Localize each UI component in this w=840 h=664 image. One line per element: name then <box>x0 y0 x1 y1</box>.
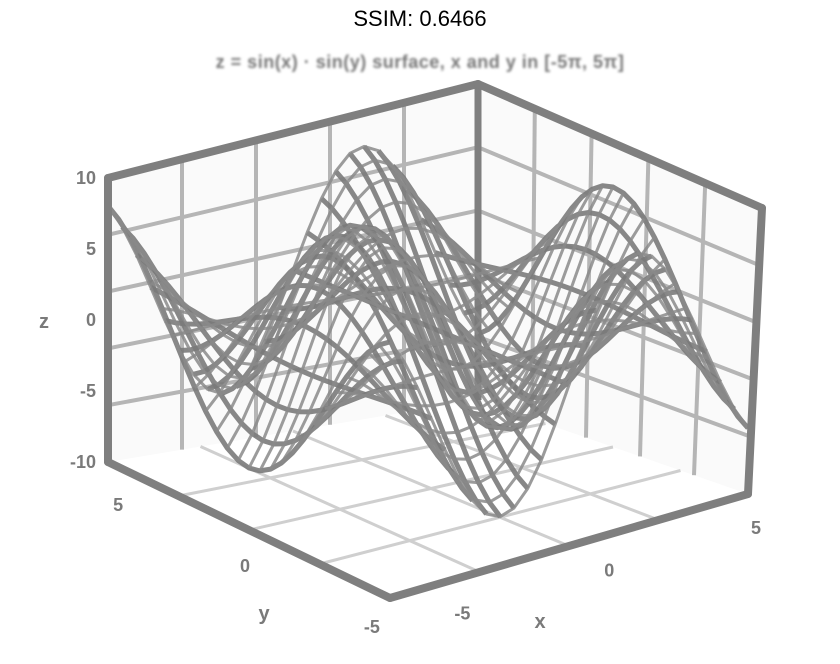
x-tick-label: -5 <box>454 603 470 623</box>
page-title: SSIM: 0.6466 <box>353 6 487 31</box>
surface-line <box>193 221 563 389</box>
x-tick-label: 5 <box>751 518 761 538</box>
axis-edge <box>104 458 394 602</box>
z-tick-label: 0 <box>86 310 96 330</box>
z-tick-label: -10 <box>70 452 96 472</box>
grid-line <box>692 183 708 476</box>
front-edges <box>104 80 766 602</box>
surface-line <box>215 196 584 433</box>
surface-line <box>236 185 604 462</box>
floor-grid-line <box>248 445 614 532</box>
axis-edge <box>744 204 766 498</box>
surface-line <box>367 268 729 485</box>
z-axis-label: z <box>39 311 49 333</box>
surface-line <box>378 257 739 504</box>
y-tick-label: -5 <box>364 617 380 637</box>
z-tick-label: 5 <box>86 239 96 259</box>
surface-mesh <box>106 144 750 519</box>
axis-edge <box>104 80 482 182</box>
surface-line <box>388 251 750 519</box>
z-tick-label: -5 <box>80 381 96 401</box>
y-tick-label: 0 <box>240 556 250 576</box>
axis-edge <box>386 490 752 602</box>
x-tick-label: 0 <box>604 561 614 581</box>
chart-labels: 10 5 0 -5 -10 5 0 -5 -5 0 5 z y x <box>39 168 761 637</box>
axis-edge <box>474 80 766 212</box>
chart-title: z = sin(x) · sin(y) surface, x and y in … <box>215 52 625 72</box>
surface-line <box>225 188 594 449</box>
y-tick-label: 5 <box>113 495 123 515</box>
surface-line <box>183 238 552 364</box>
grid-line <box>584 133 594 438</box>
z-tick-label: 10 <box>76 168 96 188</box>
y-axis-label: y <box>258 603 270 625</box>
surface-line <box>204 207 573 413</box>
surface-line <box>139 200 511 367</box>
x-axis-label: x <box>534 611 545 633</box>
surface-line <box>356 282 718 461</box>
